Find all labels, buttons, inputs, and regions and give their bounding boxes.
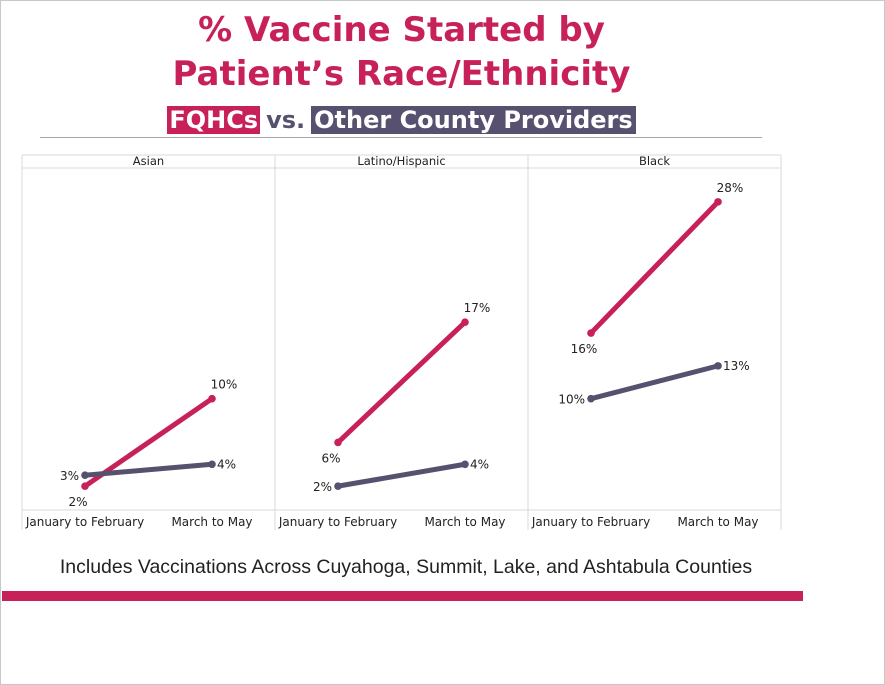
- data-label: 6%: [321, 451, 340, 465]
- x-tick-label: March to May: [677, 515, 758, 529]
- data-point: [81, 482, 89, 490]
- data-point: [208, 460, 216, 469]
- bottom-accent-bar: [2, 591, 803, 601]
- panel-title: Black: [639, 154, 670, 168]
- series-line: [588, 199, 721, 336]
- chart-title-line1: % Vaccine Started by: [198, 10, 605, 50]
- data-label: 4%: [217, 457, 236, 471]
- data-label: 28%: [717, 181, 744, 195]
- data-point: [334, 438, 342, 447]
- series-line: [82, 461, 215, 478]
- data-point: [714, 362, 722, 370]
- data-label: 17%: [464, 301, 491, 315]
- panel-title: Asian: [133, 154, 164, 168]
- footnote: Includes Vaccinations Across Cuyahoga, S…: [59, 556, 753, 578]
- chart-subtitle: FQHCs vs. Other County Providers: [0, 102, 803, 138]
- panel-line-chart: Asian January to February March to May 2% 10…: [21, 154, 782, 530]
- subtitle-fqhc-badge: FQHCs: [167, 106, 261, 134]
- data-point: [461, 318, 469, 326]
- data-label: 16%: [571, 342, 598, 356]
- panel-title: Latino/Hispanic: [357, 154, 445, 168]
- series-line: [335, 461, 468, 489]
- x-tick-label: January to February: [531, 515, 650, 529]
- series-line: [335, 319, 468, 445]
- data-point: [334, 482, 342, 490]
- subtitle-other-badge: Other County Providers: [311, 106, 636, 134]
- data-label: 10%: [211, 378, 238, 392]
- data-point: [587, 329, 595, 337]
- data-label: 13%: [723, 359, 750, 373]
- x-tick-label: March to May: [424, 515, 505, 529]
- data-point: [587, 394, 595, 403]
- series-line: [588, 363, 721, 402]
- x-tick-label: March to May: [171, 515, 252, 529]
- title-divider: [40, 137, 762, 138]
- data-label: 4%: [470, 457, 489, 471]
- data-point: [461, 460, 469, 469]
- chart-title-line2: Patient’s Race/Ethnicity: [172, 54, 631, 94]
- data-point: [208, 394, 216, 403]
- x-tick-label: January to February: [25, 515, 144, 529]
- data-label: 2%: [313, 480, 332, 494]
- data-point: [81, 471, 89, 480]
- data-label: 2%: [68, 495, 87, 509]
- data-label: 10%: [558, 393, 585, 407]
- x-tick-label: January to February: [278, 515, 397, 529]
- data-point: [714, 198, 722, 206]
- data-label: 3%: [60, 469, 79, 483]
- subtitle-vs: vs.: [266, 106, 306, 134]
